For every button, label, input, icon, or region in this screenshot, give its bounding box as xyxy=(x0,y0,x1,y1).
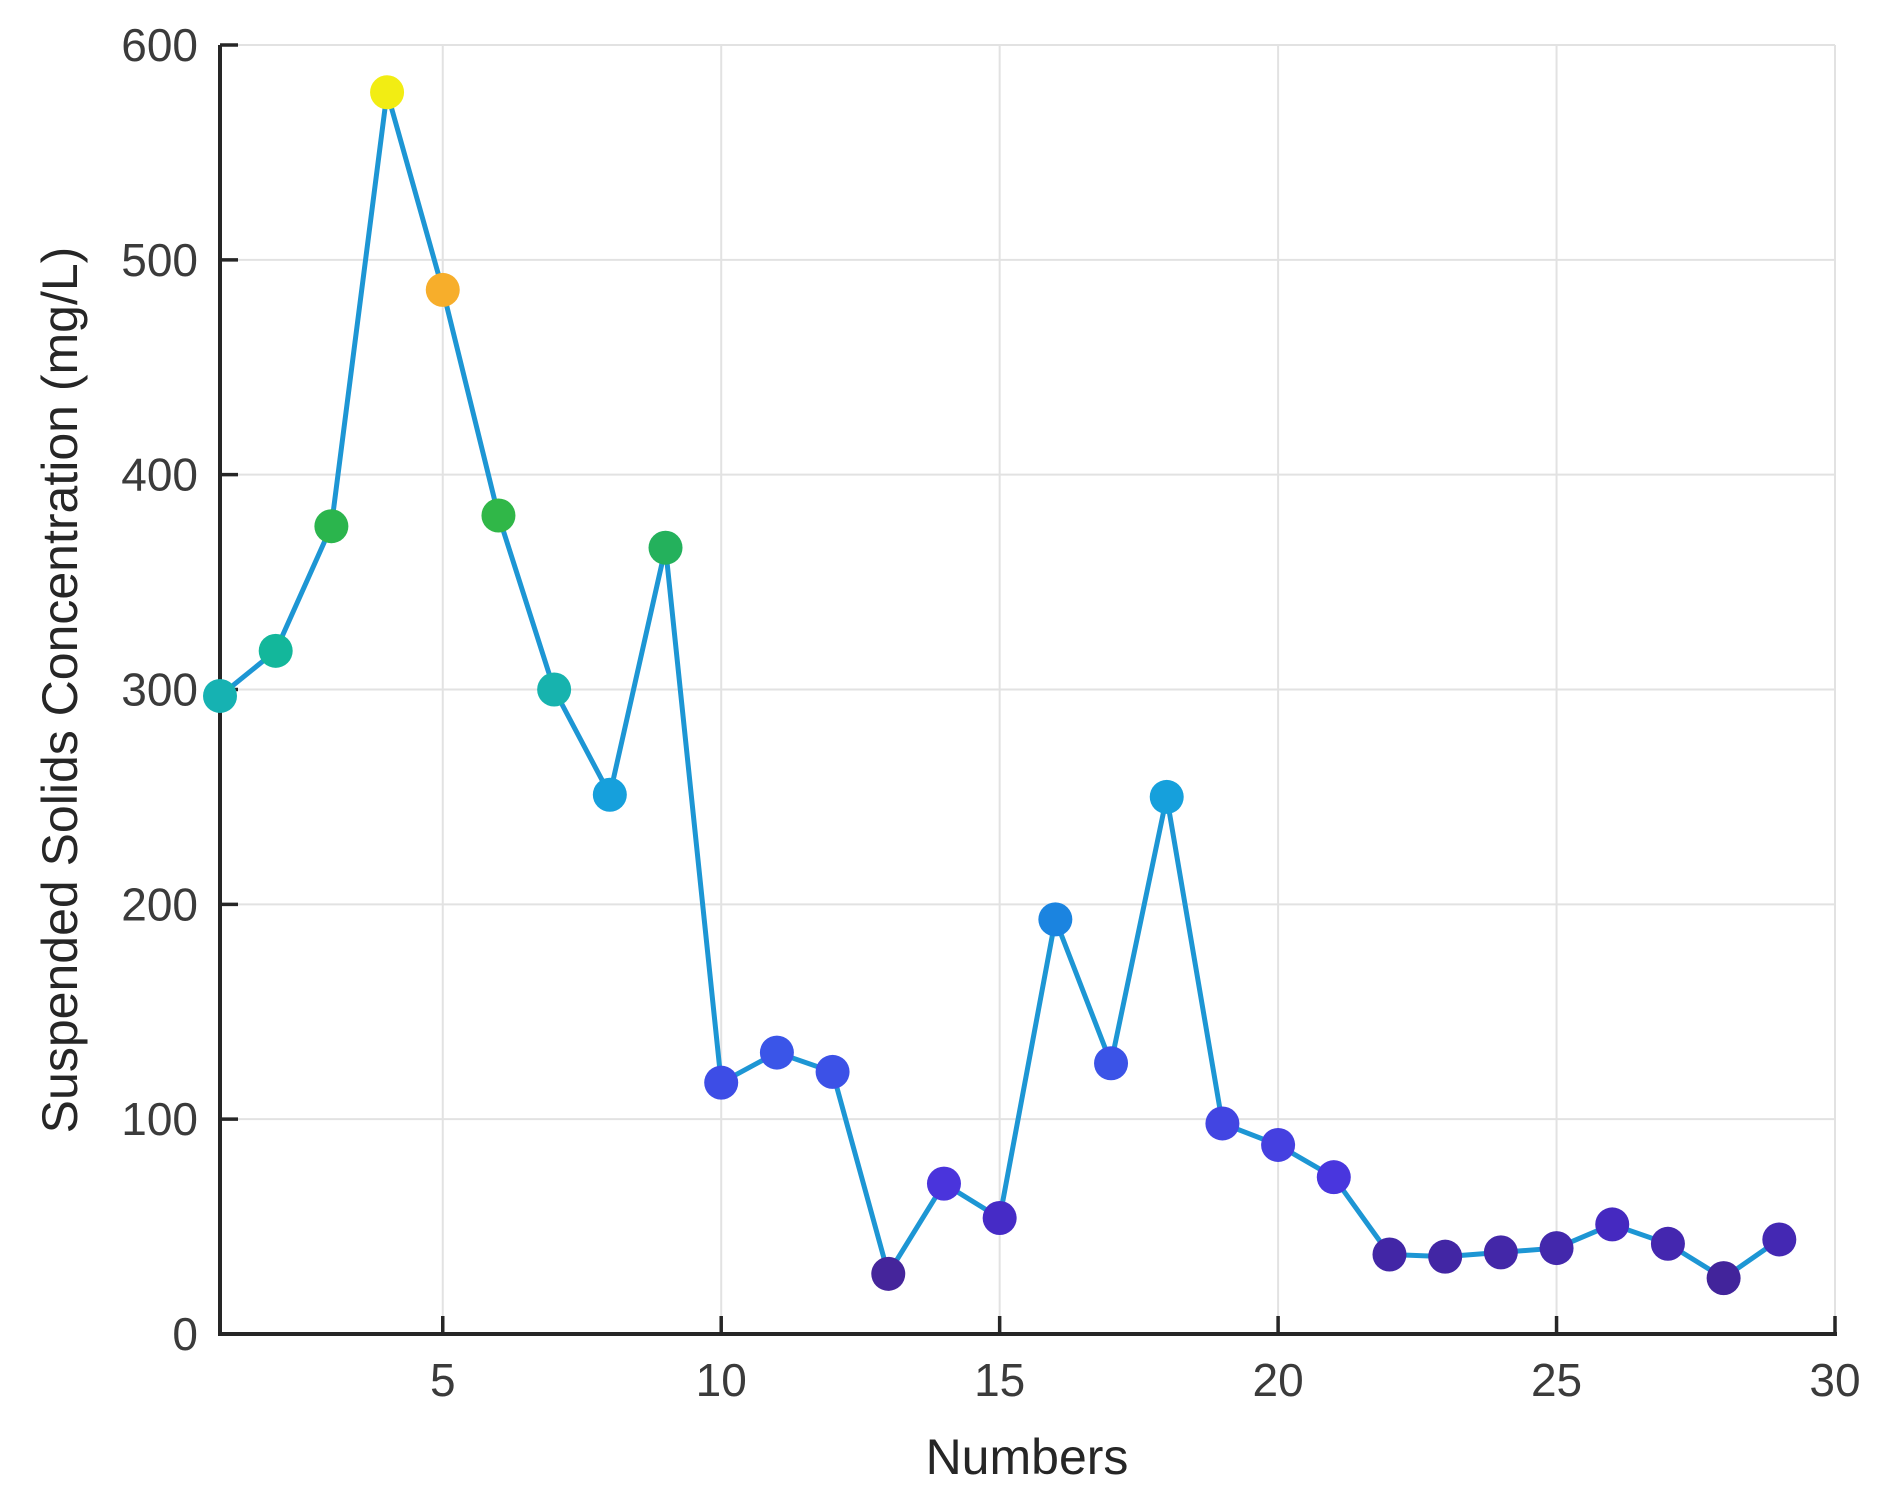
data-point xyxy=(648,530,683,565)
data-point xyxy=(425,272,460,307)
data-point xyxy=(1149,779,1184,814)
data-point xyxy=(1650,1226,1685,1261)
y-tick-label: 300 xyxy=(121,664,198,716)
x-tick-label: 15 xyxy=(974,1354,1025,1406)
y-tick-label: 0 xyxy=(172,1308,198,1360)
x-tick-label: 5 xyxy=(430,1354,456,1406)
x-tick-label: 20 xyxy=(1253,1354,1304,1406)
data-point xyxy=(258,633,293,668)
y-tick-label: 100 xyxy=(121,1093,198,1145)
data-point xyxy=(1372,1237,1407,1272)
x-tick-label: 30 xyxy=(1809,1354,1860,1406)
data-point xyxy=(1038,902,1073,937)
data-point xyxy=(1428,1239,1463,1274)
data-point xyxy=(926,1166,961,1201)
x-axis-label: Numbers xyxy=(925,1429,1129,1485)
y-tick-label: 400 xyxy=(121,449,198,501)
data-point xyxy=(481,498,516,533)
y-tick-label: 500 xyxy=(121,234,198,286)
data-point xyxy=(1706,1261,1741,1296)
data-point xyxy=(1483,1235,1518,1270)
data-point xyxy=(1539,1231,1574,1266)
data-point xyxy=(1094,1046,1129,1081)
data-point xyxy=(1316,1160,1351,1195)
data-point xyxy=(1205,1106,1240,1141)
data-point xyxy=(1261,1127,1296,1162)
y-axis-label: Suspended Solids Concentration (mg/L) xyxy=(32,246,88,1134)
data-point xyxy=(871,1256,906,1291)
data-point xyxy=(203,678,237,713)
data-point xyxy=(1762,1222,1797,1257)
data-point xyxy=(982,1200,1017,1235)
data-point xyxy=(815,1054,850,1089)
data-point xyxy=(537,672,572,707)
data-point xyxy=(592,777,627,812)
y-tick-label: 200 xyxy=(121,878,198,930)
x-tick-label: 10 xyxy=(696,1354,747,1406)
data-point xyxy=(759,1035,794,1070)
data-point xyxy=(370,75,405,110)
y-tick-label: 600 xyxy=(121,19,198,71)
data-point xyxy=(1595,1207,1630,1242)
data-point xyxy=(314,509,349,544)
data-point xyxy=(704,1065,739,1100)
x-tick-label: 25 xyxy=(1531,1354,1582,1406)
